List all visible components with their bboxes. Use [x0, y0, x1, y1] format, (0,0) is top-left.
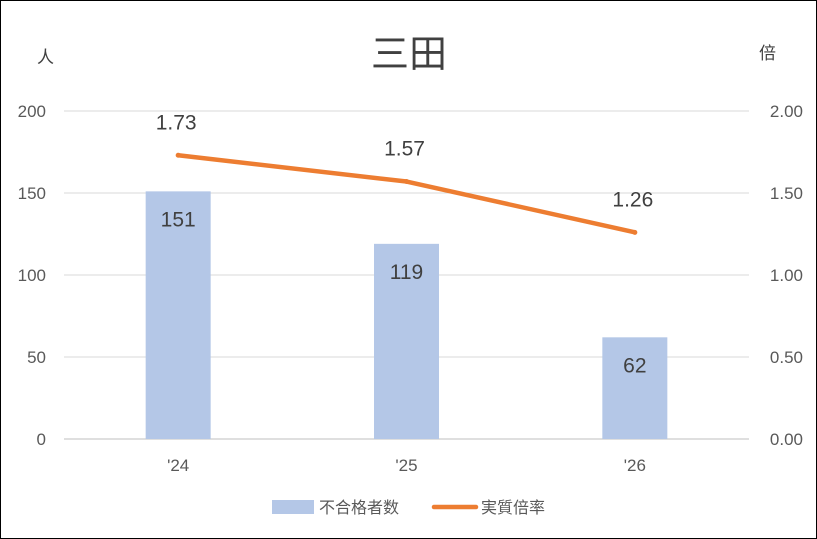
right-axis-unit: 倍	[759, 44, 776, 64]
x-axis-tick-label: '24	[167, 456, 189, 475]
right-axis-tick-label: 1.50	[770, 184, 803, 203]
line-data-label: 1.73	[156, 111, 197, 134]
left-axis-tick-label: 0	[37, 430, 46, 449]
legend-line-label: 実質倍率	[481, 498, 545, 517]
x-axis-tick-label: '26	[624, 456, 646, 475]
right-axis-tick-label: 0.50	[770, 348, 803, 367]
line-data-label: 1.26	[612, 188, 653, 211]
line-point	[404, 179, 409, 185]
left-axis-tick-label: 200	[18, 102, 46, 121]
right-axis-tick-label: 2.00	[770, 102, 803, 121]
line-point	[632, 229, 638, 235]
bar	[374, 243, 439, 439]
legend-bar-swatch	[272, 500, 314, 514]
right-axis-tick-label: 0.00	[770, 430, 803, 449]
left-axis-tick-label: 150	[18, 184, 46, 203]
line-path	[175, 153, 638, 235]
line-point	[175, 152, 181, 158]
data-labels: 151 119 62 1.73 1.57 1.26	[156, 111, 654, 377]
bar-data-label: 62	[623, 354, 646, 377]
bar	[602, 337, 668, 439]
bar-data-label: 151	[161, 208, 196, 231]
left-axis-unit: 人	[37, 48, 54, 68]
right-axis-tick-label: 1.00	[770, 266, 803, 285]
legend-bar-label: 不合格者数	[319, 498, 399, 517]
chart-title: 三田	[371, 32, 447, 76]
left-axis-tick-label: 50	[27, 348, 46, 367]
x-axis-tick-label: '25	[395, 456, 417, 475]
bar	[145, 191, 211, 439]
line-data-label: 1.57	[384, 138, 425, 161]
left-axis-tick-label: 100	[18, 266, 46, 285]
bar-data-label: 119	[390, 261, 423, 284]
line-series	[175, 152, 638, 235]
bar-series	[145, 191, 668, 439]
axis-ticks: 0 50 100 150 200 0.00 0.50 1.00 1.50 2.00 '24 '25 '2…	[18, 102, 803, 475]
legend: 不合格者数 実質倍率	[272, 498, 545, 517]
